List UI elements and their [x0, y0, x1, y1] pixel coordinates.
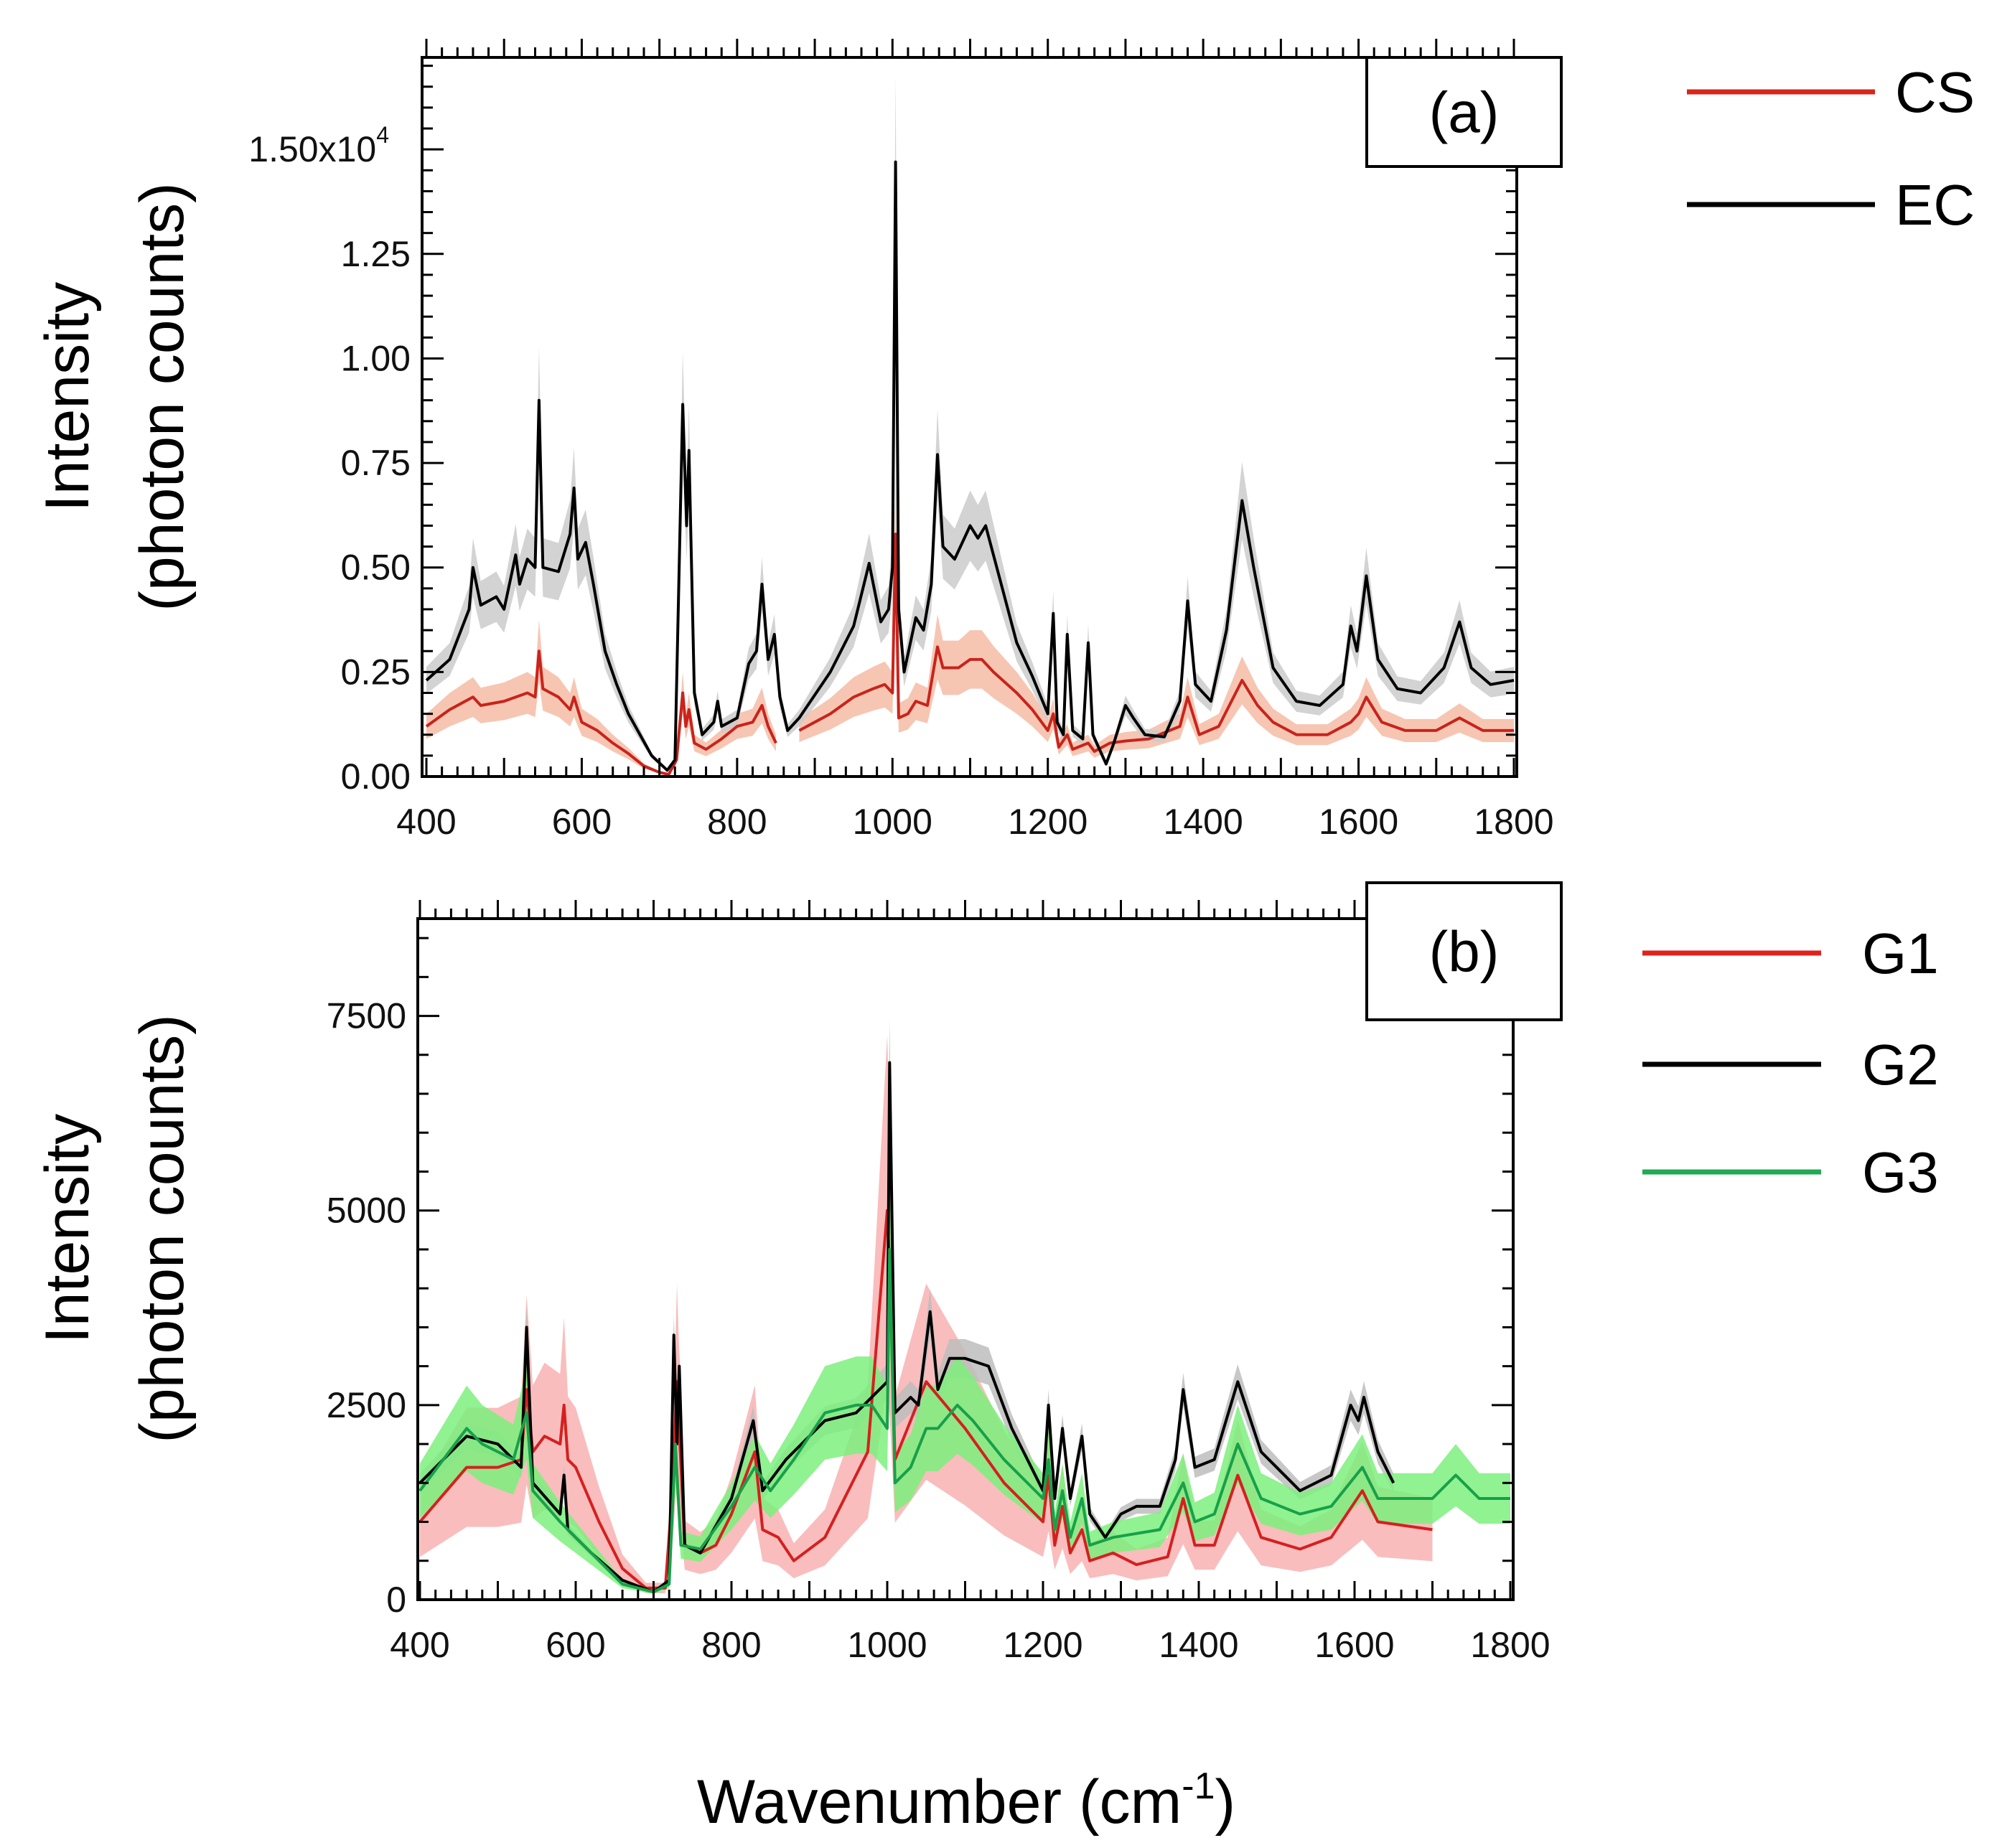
y-tick-label-text: 0.00: [341, 756, 411, 797]
y-tick-label-text: 1.00: [341, 338, 411, 378]
y-tick-label-text: 0.25: [341, 652, 411, 692]
x-tick-label: 600: [546, 1625, 605, 1665]
x-tick-label: 400: [390, 1625, 449, 1665]
y-axis-title-line2: (photon counts): [128, 1014, 197, 1443]
series-line-cs: [798, 533, 1514, 753]
y-tick-label-text: 2500: [327, 1385, 406, 1425]
y-tick-label: 0.50: [341, 548, 411, 588]
y-tick-label: 1.00: [341, 338, 411, 378]
y-tick-label: 0.00: [341, 756, 411, 797]
series-line-ec: [425, 160, 1515, 772]
band-cs: [799, 473, 1514, 758]
y-tick-label: 1.25: [341, 234, 411, 274]
x-tick-label: 1600: [1314, 1625, 1394, 1665]
band-g3: [420, 1161, 1510, 1594]
y-axis-title-line1: Intensity: [33, 282, 102, 512]
y-tick-label-text: 5000: [327, 1191, 406, 1231]
y-tick-label: 7500: [327, 996, 406, 1036]
x-axis-title-superscript: -1: [1182, 1765, 1215, 1807]
y-tick-exponent: 4: [376, 122, 389, 148]
x-tick-label: 800: [701, 1625, 761, 1665]
series-line-g3: [418, 1247, 1510, 1594]
band-ec: [426, 75, 1514, 771]
panel-label-box: [1365, 881, 1563, 1021]
y-tick-label-text: 0.75: [341, 443, 411, 483]
panel-label: (a): [1429, 80, 1500, 144]
y-tick-label: 1.50x104: [248, 122, 389, 169]
legend-label-g1: G1: [1862, 921, 1939, 985]
y-tick-label-text: 1.50x10: [248, 129, 376, 169]
panel-b: 400 600 800 1000 1200 1400 1600 1800 0 2500 5000 75…: [33, 881, 1939, 1665]
legend-label-cs: CS: [1895, 60, 1975, 124]
x-tick-label: 1400: [1164, 802, 1243, 842]
x-tick-label: 600: [552, 802, 612, 842]
y-tick-label: 0.75: [341, 443, 411, 483]
y-axis-title-line1: Intensity: [33, 1114, 102, 1343]
y-tick-label: 2500: [327, 1385, 406, 1425]
x-tick-label: 1200: [1008, 802, 1088, 842]
x-tick-label: 1800: [1470, 1625, 1550, 1665]
y-tick-label-text: 1.25: [341, 234, 411, 274]
series-line-cs: [425, 649, 777, 777]
panel-label-box: [1365, 56, 1563, 168]
x-tick-label: 1200: [1003, 1625, 1082, 1665]
panel-a: 400 600 800 1000 1200 1400 1600 1800 0.00 0.25 0.5…: [33, 39, 1975, 842]
x-tick-label: 800: [707, 802, 767, 842]
y-tick-label: 0.25: [341, 652, 411, 692]
x-tick-label: 1000: [847, 1625, 927, 1665]
x-tick-label: 400: [396, 802, 456, 842]
y-tick-label-text: 7500: [327, 996, 406, 1036]
x-axis-title: Wavenumber (cm-1): [697, 1765, 1235, 1837]
x-tick-label: 1400: [1159, 1625, 1238, 1665]
legend-label-ec: EC: [1895, 173, 1975, 237]
x-tick-label: 1800: [1474, 802, 1553, 842]
y-tick-label-text: 0.50: [341, 548, 411, 588]
band-cs: [426, 619, 776, 775]
legend-label-g2: G2: [1862, 1033, 1939, 1097]
x-tick-label: 1000: [853, 802, 932, 842]
legend-label-g3: G3: [1862, 1140, 1939, 1204]
y-tick-label: 5000: [327, 1191, 406, 1231]
series-line-g2: [418, 1061, 1395, 1594]
x-tick-label: 1600: [1319, 802, 1398, 842]
series-line-g1: [418, 1209, 1433, 1590]
panel-label: (b): [1429, 920, 1500, 984]
y-axis-title-line2: (photon counts): [128, 182, 197, 611]
y-tick-label: 0: [386, 1580, 406, 1620]
y-tick-label-text: 0: [386, 1580, 406, 1620]
